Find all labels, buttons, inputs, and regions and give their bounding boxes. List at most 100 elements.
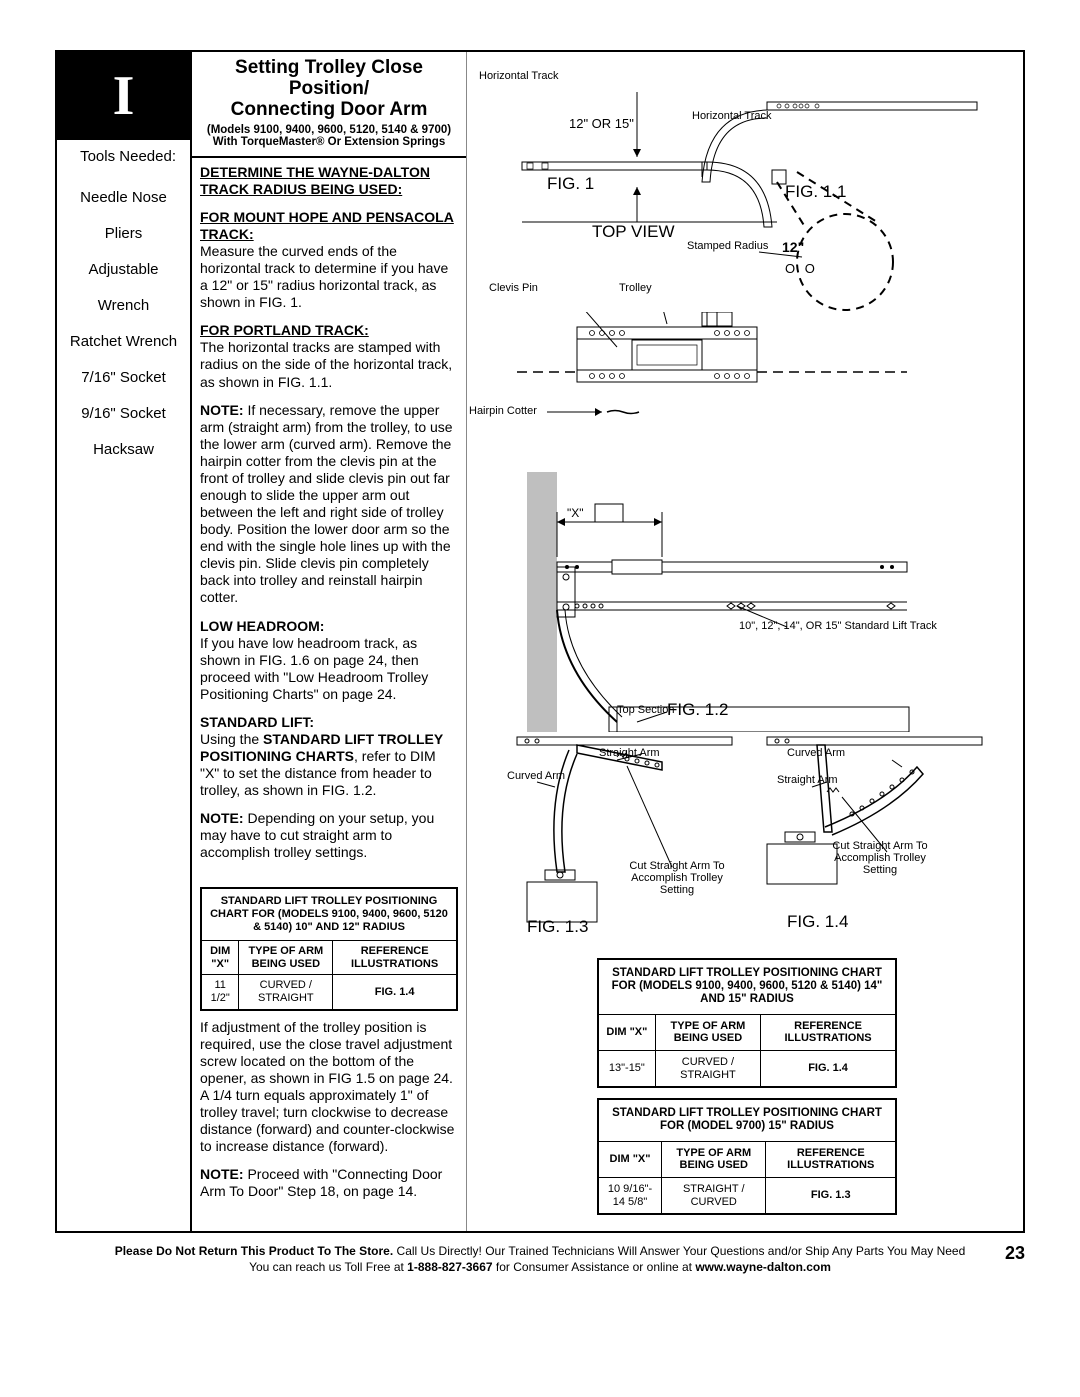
instructions-2: If adjustment of the trolley position is… (192, 1017, 466, 1220)
fig-1.2: "X" 10", 12", 14", OR 15" Standard Lift … (477, 472, 1017, 732)
std-body1: Using the (200, 731, 263, 747)
tools-list: Tools Needed: Needle Nose Pliers Adjusta… (57, 140, 190, 476)
std-hdr: STANDARD LIFT: (200, 714, 314, 730)
instructions: DETERMINE THE WAYNE-DALTON TRACK RADIUS … (192, 158, 466, 881)
fig1-label: FIG. 1 (547, 174, 594, 194)
table2-r1c1: 13"-15" (598, 1050, 655, 1087)
fig14-label: FIG. 1.4 (787, 912, 848, 932)
table2-caption: STANDARD LIFT TROLLEY POSITIONING CHART … (598, 959, 896, 1014)
right-column: Horizontal Track Horizontal Track 12" OR… (467, 52, 1023, 1231)
determine-hdr: DETERMINE THE WAYNE-DALTON TRACK RADIUS … (200, 164, 430, 197)
fig-1-1.1: Horizontal Track Horizontal Track 12" OR… (477, 62, 1017, 312)
fig12-label: FIG. 1.2 (667, 700, 728, 720)
lbl-horiz-track1: Horizontal Track (479, 70, 558, 82)
note1-body: If necessary, remove the upper arm (stra… (200, 402, 453, 606)
step-letter: I (113, 64, 135, 128)
low-body: If you have low headroom track, as shown… (200, 635, 428, 702)
table-2: STANDARD LIFT TROLLEY POSITIONING CHART … (597, 958, 897, 1088)
lbl-topview: TOP VIEW (592, 222, 675, 242)
topview-svg (477, 312, 1017, 472)
note3: NOTE: Proceed with "Connecting Door Arm … (200, 1166, 458, 1200)
table2-h3: REFERENCE ILLUSTRATIONS (761, 1014, 896, 1050)
lbl-cut2: Cut Straight Arm To Accomplish Trolley S… (825, 840, 935, 876)
table1-h3: REFERENCE ILLUSTRATIONS (333, 941, 457, 975)
lbl-horiz-track2: Horizontal Track (692, 110, 771, 122)
footer: Please Do Not Return This Product To The… (55, 1243, 1025, 1275)
table2-r1c3: FIG. 1.4 (761, 1050, 896, 1087)
std-para: STANDARD LIFT: Using the STANDARD LIFT T… (200, 714, 458, 799)
lbl-x: "X" (567, 507, 584, 520)
portland-hdr: FOR PORTLAND TRACK: (200, 322, 369, 338)
title-models: (Models 9100, 9400, 9600, 5120, 5140 & 9… (196, 124, 462, 136)
lbl-top-section: Top Section (617, 704, 674, 716)
title-line1: Setting Trolley Close Position/ (196, 58, 462, 100)
lbl-12-15: 12" OR 15" (569, 117, 634, 131)
lbl-curved-arm: Curved Arm (507, 770, 565, 782)
table-3: STANDARD LIFT TROLLEY POSITIONING CHART … (597, 1098, 897, 1215)
table3-caption: STANDARD LIFT TROLLEY POSITIONING CHART … (598, 1099, 896, 1141)
lbl-clevis: Clevis Pin (489, 282, 538, 294)
low-hdr: LOW HEADROOM: (200, 618, 324, 634)
lbl-straight-arm2: Straight Arm (777, 774, 838, 786)
lbl-12: 12" (782, 240, 804, 255)
lbl-curved-arm2: Curved Arm (787, 747, 845, 759)
note1: NOTE: If necessary, remove the upper arm… (200, 402, 458, 607)
table1-r1c2: CURVED / STRAIGHT (239, 975, 333, 1010)
mount-hope-hdr: FOR MOUNT HOPE AND PENSACOLA TRACK: (200, 209, 454, 242)
table1-h2: TYPE OF ARM BEING USED (239, 941, 333, 975)
page-number: 23 (1005, 1241, 1025, 1265)
lbl-stamped: Stamped Radius (687, 240, 768, 252)
table3-r1c1: 10 9/16"- 14 5/8" (598, 1177, 662, 1214)
tool-item: Ratchet Wrench (63, 324, 184, 360)
tool-item: Needle Nose Pliers (63, 180, 184, 252)
table3-h2: TYPE OF ARM BEING USED (662, 1141, 766, 1177)
table1-caption: STANDARD LIFT TROLLEY POSITIONING CHART … (201, 888, 457, 941)
table2-h2: TYPE OF ARM BEING USED (655, 1014, 760, 1050)
table3-h1: DIM "X" (598, 1141, 662, 1177)
portland-body: The horizontal tracks are stamped with r… (200, 339, 452, 389)
footer-2c: for Consumer Assistance or online at (493, 1260, 696, 1274)
tool-item: 9/16" Socket (63, 396, 184, 432)
footer-2a: You can reach us Toll Free at (249, 1260, 407, 1274)
adjust-body: If adjustment of the trolley position is… (200, 1019, 458, 1156)
lbl-oo: O O (785, 262, 818, 276)
table3-fig: FIG. 1.3 (811, 1189, 851, 1201)
footer-phone: 1-888-827-3667 (407, 1260, 492, 1274)
lbl-hairpin: Hairpin Cotter (469, 405, 537, 417)
title-sub: With TorqueMaster® Or Extension Springs (196, 136, 462, 148)
table-1: STANDARD LIFT TROLLEY POSITIONING CHART … (200, 887, 458, 1011)
title-line2: Connecting Door Arm (196, 100, 462, 121)
table2-fig: FIG. 1.4 (808, 1062, 848, 1074)
fig11-label: FIG. 1.1 (785, 182, 846, 202)
table3-h3: REFERENCE ILLUSTRATIONS (766, 1141, 896, 1177)
table1-r1c3: FIG. 1.4 (333, 975, 457, 1010)
table1-r1c1: 11 1/2" (201, 975, 239, 1010)
tool-item: 7/16" Socket (63, 360, 184, 396)
tools-header: Tools Needed: (63, 148, 184, 166)
step-letter-box: I (57, 52, 190, 140)
lbl-straight-arm: Straight Arm (599, 747, 660, 759)
tool-item: Adjustable Wrench (63, 252, 184, 324)
middle-column: Setting Trolley Close Position/ Connecti… (192, 52, 467, 1231)
title-block: Setting Trolley Close Position/ Connecti… (192, 52, 466, 158)
table2-h1: DIM "X" (598, 1014, 655, 1050)
lbl-trolley: Trolley (619, 282, 652, 294)
left-column: I Tools Needed: Needle Nose Pliers Adjus… (57, 52, 192, 1231)
lbl-cut1: Cut Straight Arm To Accomplish Trolley S… (627, 860, 727, 896)
footer-bold: Please Do Not Return This Product To The… (115, 1244, 393, 1258)
table2-r1c2: CURVED / STRAIGHT (655, 1050, 760, 1087)
fig-1.3-1.4: Straight Arm Curved Arm Cut Straight Arm… (477, 732, 1017, 952)
table1-h1: DIM "X" (201, 941, 239, 975)
footer-line2: You can reach us Toll Free at 1-888-827-… (55, 1259, 1025, 1275)
lbl-std-track: 10", 12", 14", OR 15" Standard Lift Trac… (739, 620, 937, 632)
table1-fig: FIG. 1.4 (375, 986, 415, 998)
mount-hope-body: Measure the curved ends of the horizonta… (200, 243, 448, 310)
note2: NOTE: Depending on your setup, you may h… (200, 810, 458, 861)
fig-topview: TOP VIEW (477, 312, 1017, 472)
footer-line1: Please Do Not Return This Product To The… (55, 1243, 1025, 1259)
table3-r1c2: STRAIGHT / CURVED (662, 1177, 766, 1214)
tool-item: Hacksaw (63, 432, 184, 468)
fig13-label: FIG. 1.3 (527, 917, 588, 937)
table3-r1c3: FIG. 1.3 (766, 1177, 896, 1214)
main-frame: I Tools Needed: Needle Nose Pliers Adjus… (55, 50, 1025, 1233)
